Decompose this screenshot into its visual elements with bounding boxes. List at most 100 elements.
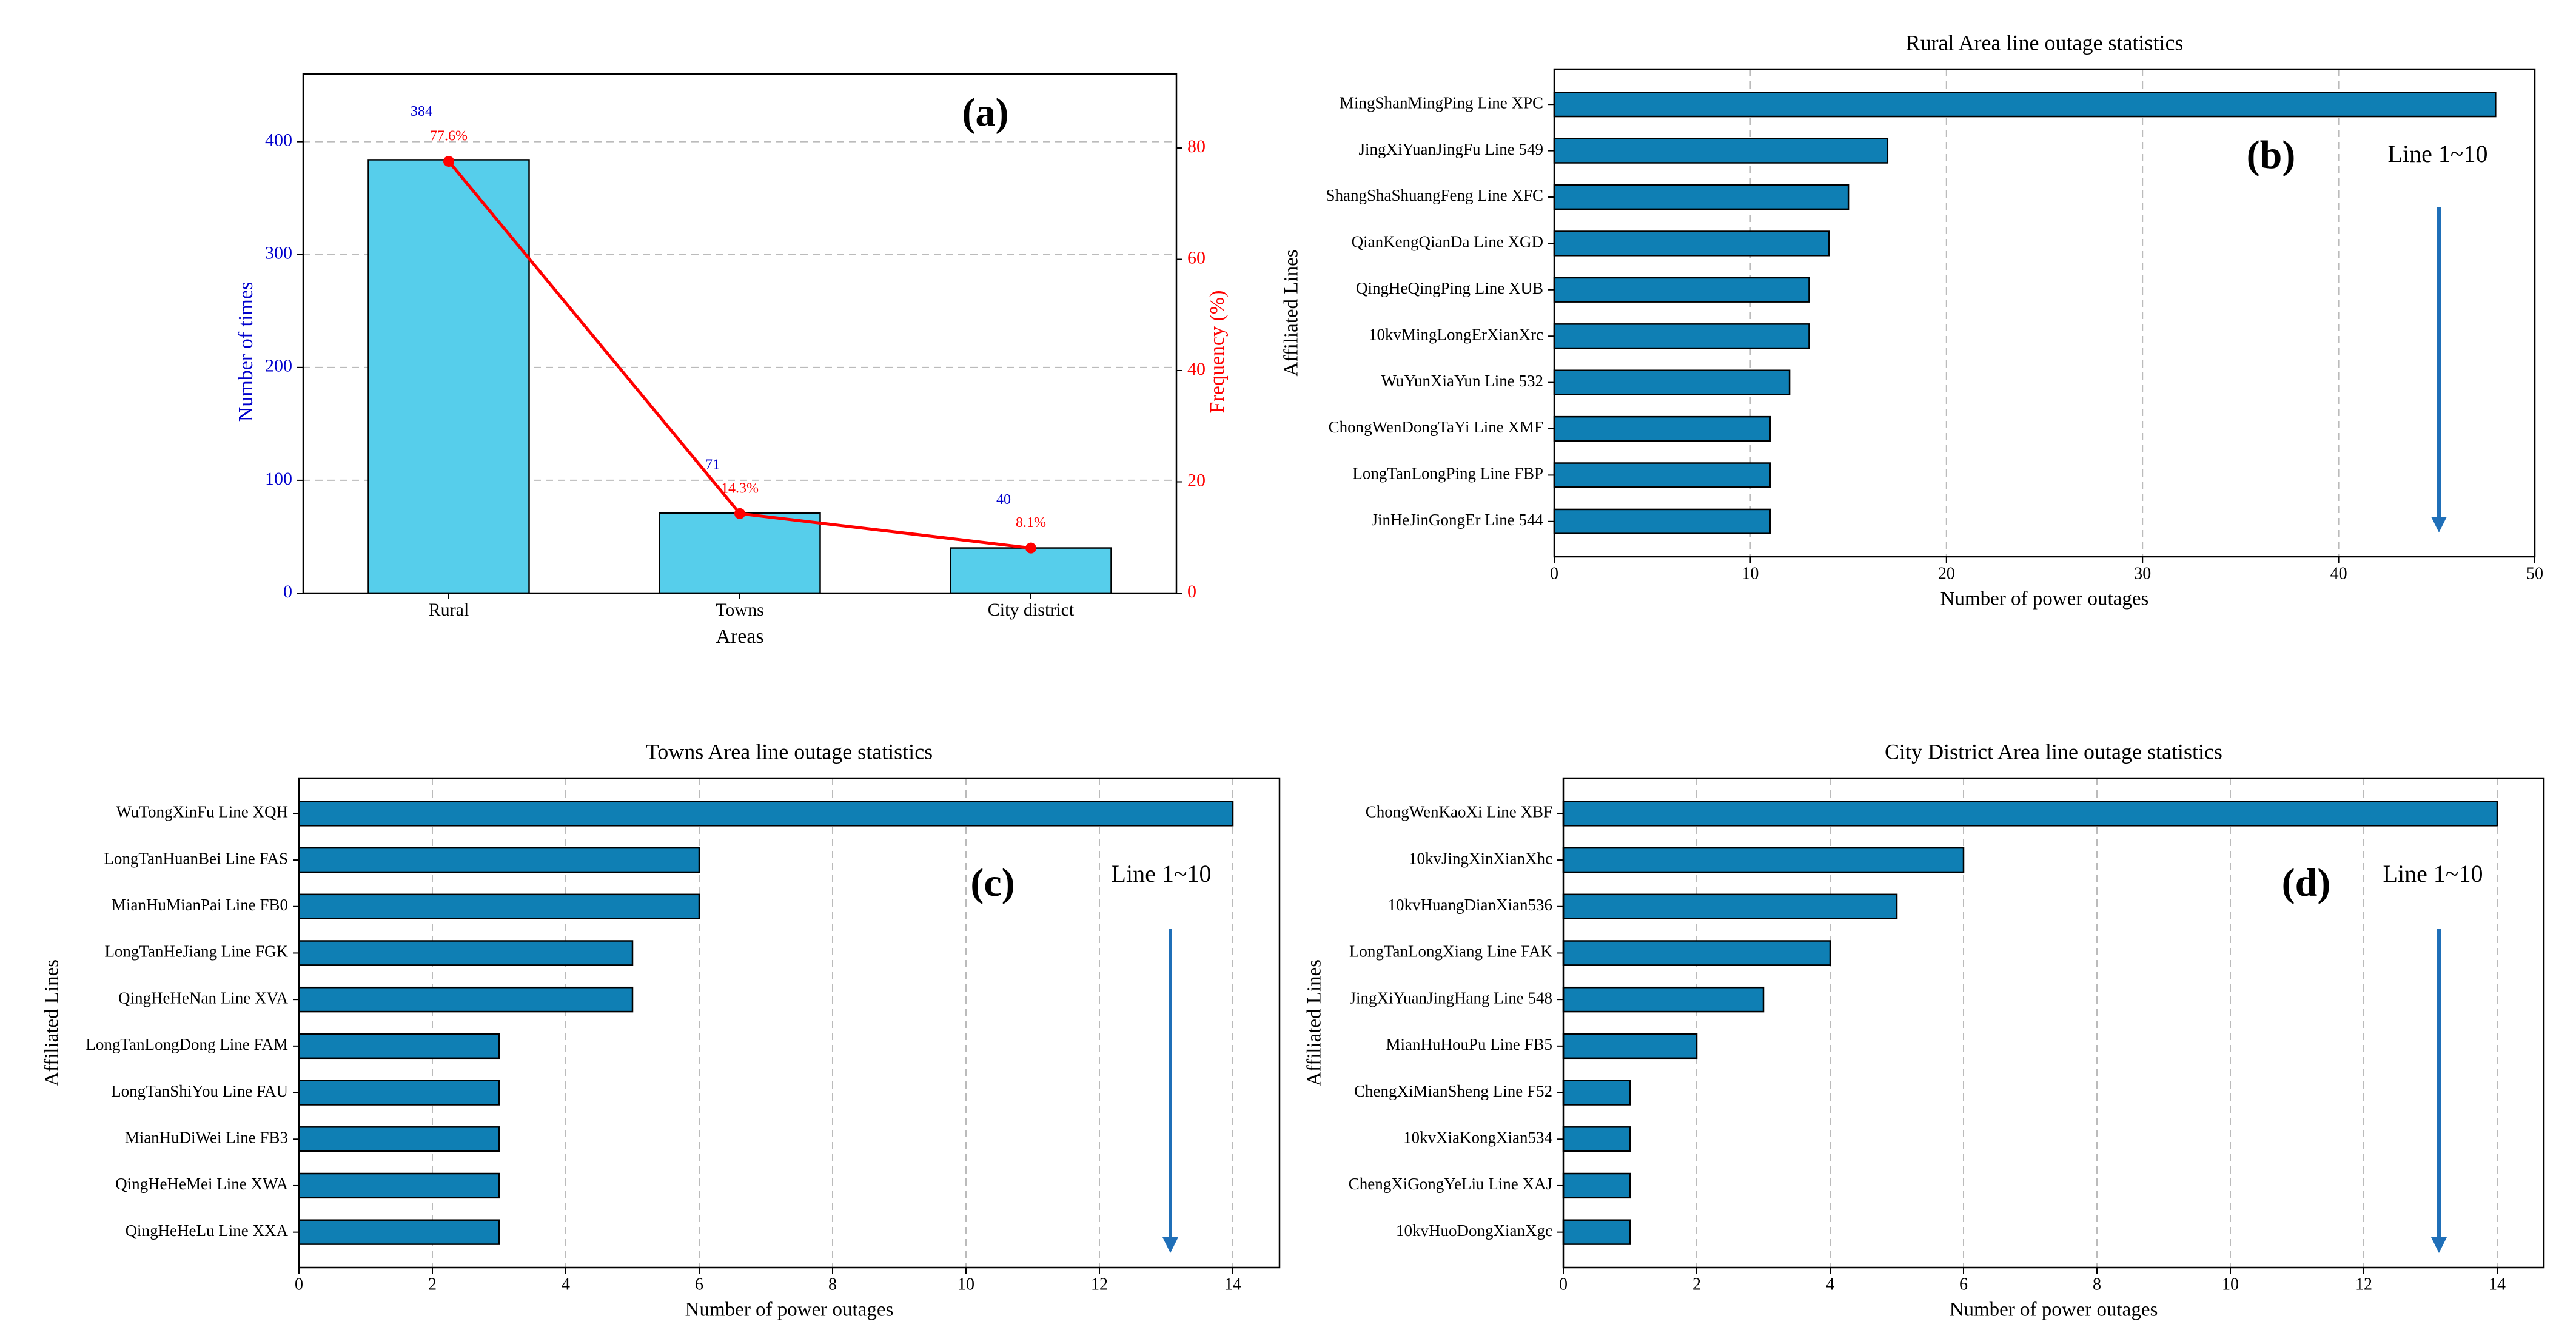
x-tick-label: 10 — [2222, 1275, 2239, 1294]
bar — [1553, 462, 1771, 488]
bar — [298, 847, 700, 873]
bar — [298, 1080, 500, 1106]
frequency-label: 14.3% — [721, 480, 759, 496]
y-axis-label: Number of times — [235, 282, 257, 422]
y-tick-label: QingHeHeNan Line XVA — [118, 989, 288, 1007]
bar — [1562, 801, 2498, 827]
y-tick-label: JingXiYuanJingFu Line 549 — [1358, 140, 1543, 158]
y-axis-label: Affiliated Lines — [1281, 249, 1303, 376]
bar — [1562, 1080, 1631, 1106]
frequency-point — [1025, 542, 1036, 554]
y-tick-label: JinHeJinGongEr Line 544 — [1372, 511, 1544, 529]
y2-axis-label: Frequency (%) — [1206, 291, 1229, 414]
y-axis-label: Affiliated Lines — [1304, 959, 1326, 1086]
y-tick-label: QingHeQingPing Line XUB — [1356, 279, 1543, 297]
bar — [1553, 323, 1810, 349]
x-tick-label: 2 — [1692, 1275, 1701, 1294]
bar — [298, 1172, 500, 1199]
chart-title: Towns Area line outage statistics — [646, 739, 933, 764]
count-label: 384 — [411, 104, 432, 119]
x-tick-label: 12 — [2355, 1275, 2372, 1294]
y-tick-label: ChongWenKaoXi Line XBF — [1366, 803, 1552, 821]
y2-tick-label: 80 — [1187, 136, 1206, 156]
x-tick-label: 14 — [2489, 1275, 2506, 1294]
y-axis-label: Affiliated Lines — [41, 959, 63, 1086]
bar — [1562, 1219, 1631, 1245]
x-tick-label: Rural — [429, 600, 469, 620]
bar — [1553, 369, 1791, 395]
bar — [1553, 92, 2497, 118]
chart-title: City District Area line outage statistic… — [1885, 739, 2222, 764]
annotation-text: Line 1~10 — [2383, 860, 2483, 887]
y2-tick-label: 0 — [1187, 582, 1196, 602]
y-tick-label: 0 — [283, 582, 292, 602]
y-tick-label: WuYunXiaYun Line 532 — [1381, 372, 1543, 390]
x-tick-label: 10 — [1742, 564, 1759, 583]
y-tick-label: 10kvHuangDianXian536 — [1388, 896, 1552, 914]
y-tick-label: MianHuHouPu Line FB5 — [1386, 1035, 1552, 1053]
bar-towns — [659, 512, 821, 594]
plot-frame — [1553, 68, 2536, 558]
y-tick-label: QingHeHeLu Line XXA — [126, 1221, 289, 1240]
frequency-label: 77.6% — [430, 129, 468, 144]
bar — [298, 801, 1234, 827]
x-tick-label: Towns — [716, 600, 764, 620]
bar — [1562, 1126, 1631, 1152]
y2-tick-label: 40 — [1187, 359, 1206, 379]
y-tick-label: 10kvMingLongErXianXrc — [1369, 325, 1543, 343]
x-tick-label: 0 — [1559, 1275, 1568, 1294]
plot-frame — [1562, 777, 2545, 1269]
y-tick-label: MianHuDiWei Line FB3 — [125, 1128, 288, 1146]
panel-label: (b) — [2247, 133, 2296, 177]
bar — [1553, 184, 1850, 210]
y-tick-label: QingHeHeMei Line XWA — [115, 1175, 288, 1193]
frequency-point — [734, 508, 745, 519]
panel-label: (a) — [962, 90, 1009, 135]
y-tick-label: 400 — [265, 130, 292, 150]
annotation-text: Line 1~10 — [1112, 860, 1212, 887]
bar — [1562, 1172, 1631, 1199]
plot-frame — [298, 777, 1281, 1269]
bar — [1562, 940, 1831, 966]
bar — [1562, 893, 1898, 919]
x-tick-label: 20 — [1938, 564, 1955, 583]
x-tick-label: 10 — [958, 1275, 974, 1294]
bar — [1553, 230, 1830, 257]
y-tick-label: 10kvHuoDongXianXgc — [1396, 1221, 1552, 1240]
x-tick-label: 14 — [1224, 1275, 1241, 1294]
bar — [298, 1219, 500, 1245]
x-tick-label: 6 — [1959, 1275, 1968, 1294]
y-tick-label: 300 — [265, 243, 292, 263]
x-tick-label: 0 — [295, 1275, 303, 1294]
y-tick-label: 10kvXiaKongXian534 — [1403, 1128, 1552, 1146]
bar-city-district — [950, 547, 1112, 594]
bar — [1553, 415, 1771, 442]
chart-title: Rural Area line outage statistics — [1906, 30, 2184, 55]
x-tick-label: 12 — [1091, 1275, 1108, 1294]
arrow-down-icon — [1162, 1237, 1178, 1253]
y-tick-label: JingXiYuanJingHang Line 548 — [1350, 989, 1552, 1007]
x-axis-label: Number of power outages — [1940, 588, 2149, 610]
annotation-text: Line 1~10 — [2388, 140, 2488, 167]
frequency-label: 8.1% — [1016, 515, 1046, 531]
y-tick-label: MingShanMingPing Line XPC — [1340, 93, 1543, 112]
x-tick-label: 0 — [1550, 564, 1558, 583]
panel-a: Rural 384 Towns 71 City district 40 77.6% 14.3%… — [235, 73, 1229, 648]
plot-frame — [302, 73, 1178, 594]
arrow-down-icon — [2431, 517, 2447, 532]
panel-b: MingShanMingPing Line XPC JingXiYuanJingF… — [1281, 30, 2543, 610]
y-tick-label: ChengXiMianSheng Line F52 — [1354, 1082, 1552, 1100]
y-tick-label: ShangShaShuangFeng Line XFC — [1326, 186, 1543, 204]
x-tick-label: 8 — [828, 1275, 837, 1294]
y-tick-label: 100 — [265, 469, 292, 489]
y-tick-label: LongTanLongPing Line FBP — [1352, 465, 1543, 483]
x-tick-label: City district — [988, 600, 1075, 620]
panel-d: ChongWenKaoXi Line XBF 10kvJingXinXianXhc… — [1304, 739, 2545, 1321]
y-tick-label: LongTanLongDong Line FAM — [86, 1035, 288, 1053]
y-tick-label: MianHuMianPai Line FB0 — [112, 896, 288, 914]
y-tick-label: ChongWenDongTaYi Line XMF — [1329, 418, 1543, 436]
x-tick-label: 2 — [428, 1275, 437, 1294]
y-tick-label: LongTanLongXiang Line FAK — [1349, 942, 1553, 961]
x-axis-label: Number of power outages — [685, 1299, 894, 1321]
